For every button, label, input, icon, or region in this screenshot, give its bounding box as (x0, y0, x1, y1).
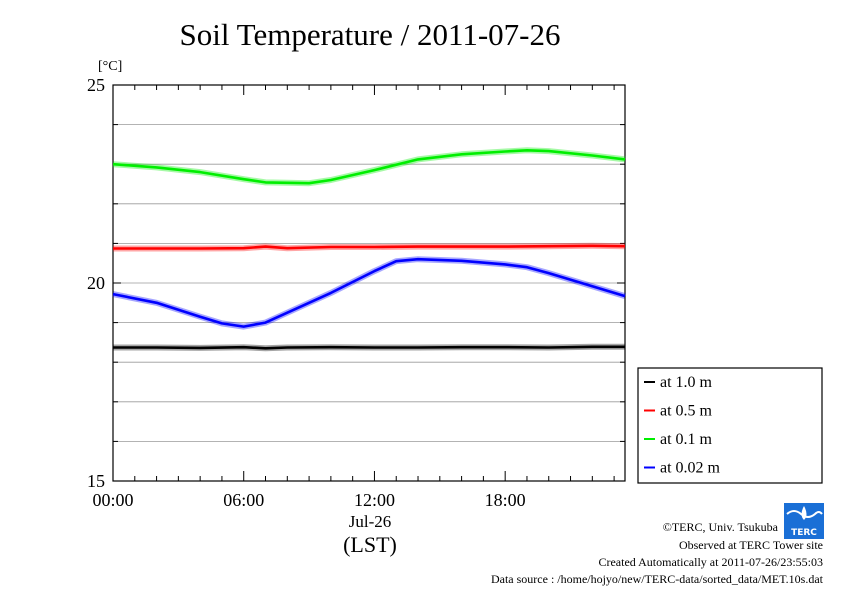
x-tick-label: 00:00 (92, 490, 133, 510)
y-axis-unit: [°C] (98, 59, 122, 74)
legend-label: at 0.5 m (660, 403, 713, 420)
y-tick-label: 25 (87, 75, 105, 95)
series-line (113, 244, 626, 250)
credit-site: Observed at TERC Tower site (679, 538, 823, 552)
series-group (112, 147, 626, 352)
logo-wave (786, 510, 823, 518)
x-tick-label: 06:00 (223, 490, 264, 510)
terc-logo: TERC (784, 503, 824, 539)
legend-box (637, 367, 823, 484)
x-tick-labels: 00:00 06:00 12:00 18:00 (92, 490, 525, 510)
x-date-label: Jul-26 (349, 512, 392, 531)
legend-label: at 0.02 m (660, 460, 721, 477)
credit-copyright: ©TERC, Univ. Tsukuba (663, 520, 779, 534)
axis-ticks (112, 84, 625, 482)
legend-label: at 1.0 m (660, 374, 713, 391)
chart-title: Soil Temperature / 2011-07-26 (180, 17, 561, 52)
series-line (112, 149, 626, 185)
y-tick-label: 15 (87, 471, 105, 491)
series-line (113, 345, 625, 350)
x-axis-label: (LST) (343, 532, 397, 557)
credit-created: Created Automatically at 2011-07-26/23:5… (598, 555, 823, 569)
x-tick-label: 12:00 (354, 490, 395, 510)
y-tick-label: 20 (87, 273, 105, 293)
legend-label: at 0.1 m (660, 431, 713, 448)
grid-lines (113, 124, 625, 442)
series-line (112, 257, 626, 328)
series-line-halo (112, 147, 626, 187)
logo-drop (801, 506, 807, 520)
series-line-halo (112, 256, 626, 330)
credit-source: Data source : /home/hojyo/new/TERC-data/… (491, 572, 824, 586)
y-tick-labels: 15 20 25 (87, 75, 105, 491)
x-tick-label: 18:00 (485, 490, 526, 510)
logo-text: TERC (791, 528, 817, 538)
legend: at 1.0 m at 0.5 m at 0.1 m at 0.02 m (637, 367, 823, 484)
